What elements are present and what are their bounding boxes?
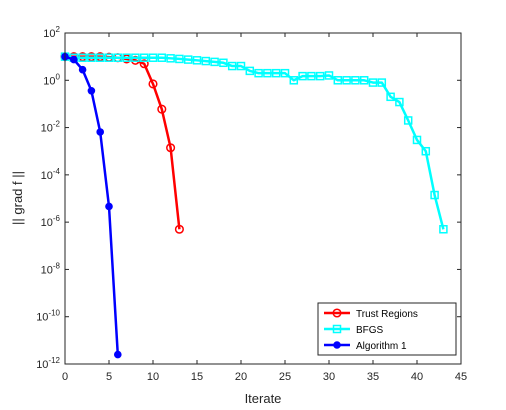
data-point	[95, 53, 105, 62]
data-point	[78, 65, 87, 74]
data-point	[139, 53, 149, 62]
ticks-layer: 0 5 10 15 20 25 30 35 40 45 10-12 10-10 10-8 10-6 10-4…	[36, 25, 467, 383]
data-point	[166, 143, 176, 153]
data-point	[377, 78, 387, 87]
x-tick-label: 40	[411, 371, 423, 383]
data-point	[87, 53, 96, 62]
data-point	[78, 53, 87, 62]
data-point	[70, 55, 78, 64]
legend-marker	[332, 308, 342, 318]
data-point	[368, 78, 378, 87]
x-tick-label: 45	[455, 371, 467, 383]
data-point	[166, 54, 175, 63]
x-tick-label: 5	[106, 371, 112, 383]
x-tick-label: 20	[235, 371, 247, 383]
data-point	[439, 225, 448, 234]
data-point	[386, 92, 395, 102]
data-point	[183, 55, 193, 64]
y-tick-label: 10-8	[41, 261, 61, 276]
legend-label: Algorithm 1	[356, 341, 407, 352]
data-point	[315, 71, 325, 81]
data-point	[245, 66, 255, 76]
data-point	[148, 79, 158, 89]
y-tick-label: 10-6	[41, 214, 61, 229]
series-layer	[60, 52, 448, 359]
data-point	[219, 58, 228, 68]
data-point	[174, 224, 184, 234]
data-point	[263, 68, 272, 78]
y-tick-label: 10-10	[36, 309, 60, 324]
data-point	[271, 68, 281, 78]
data-point	[298, 71, 307, 81]
data-point	[114, 350, 122, 359]
data-point	[192, 56, 202, 65]
legend-marker	[333, 341, 341, 349]
data-point	[351, 76, 360, 85]
data-point	[104, 53, 114, 62]
data-point	[87, 86, 96, 95]
data-point	[395, 97, 404, 107]
x-tick-label: 25	[279, 371, 291, 383]
data-point	[324, 71, 334, 80]
x-tick-label: 35	[367, 371, 379, 383]
data-point	[289, 76, 299, 85]
data-point	[105, 202, 113, 211]
data-point	[307, 71, 316, 81]
y-tick-label: 102	[43, 25, 60, 40]
legend-label: Trust Regions	[356, 309, 418, 320]
data-point	[113, 53, 123, 62]
data-point	[254, 68, 263, 78]
data-point	[157, 104, 167, 114]
legend-label: BFGS	[356, 325, 384, 336]
y-axis-label: || grad f ||	[10, 171, 25, 225]
data-point	[201, 56, 211, 66]
x-tick-label: 15	[191, 371, 203, 383]
legend: Trust Regions BFGS Algorithm 1	[317, 302, 457, 356]
data-point	[96, 128, 104, 136]
data-point	[430, 190, 439, 200]
x-tick-label: 10	[147, 371, 159, 383]
x-axis-label: Iterate	[245, 391, 282, 406]
data-point	[403, 116, 413, 125]
x-tick-label: 0	[62, 371, 68, 383]
data-point	[175, 54, 184, 64]
data-point	[227, 61, 237, 71]
data-point	[122, 53, 131, 62]
data-point	[236, 61, 246, 71]
data-point	[210, 57, 219, 67]
y-tick-label: 100	[43, 72, 60, 87]
data-point	[342, 76, 351, 85]
data-point	[359, 76, 369, 85]
data-point	[421, 146, 431, 156]
y-tick-label: 10-12	[36, 356, 60, 371]
data-point	[280, 68, 290, 78]
data-point	[131, 53, 140, 62]
series-line-1	[64, 55, 445, 230]
data-point	[157, 53, 167, 62]
data-point	[139, 59, 149, 69]
x-tick-label: 30	[323, 371, 335, 383]
legend-marker	[332, 324, 342, 334]
axes-layer	[64, 32, 462, 365]
axes-box	[64, 32, 462, 365]
data-point	[412, 135, 422, 145]
y-tick-label: 10-2	[41, 120, 61, 135]
y-tick-label: 10-4	[41, 167, 61, 182]
data-point	[148, 53, 158, 62]
data-point	[333, 76, 343, 85]
